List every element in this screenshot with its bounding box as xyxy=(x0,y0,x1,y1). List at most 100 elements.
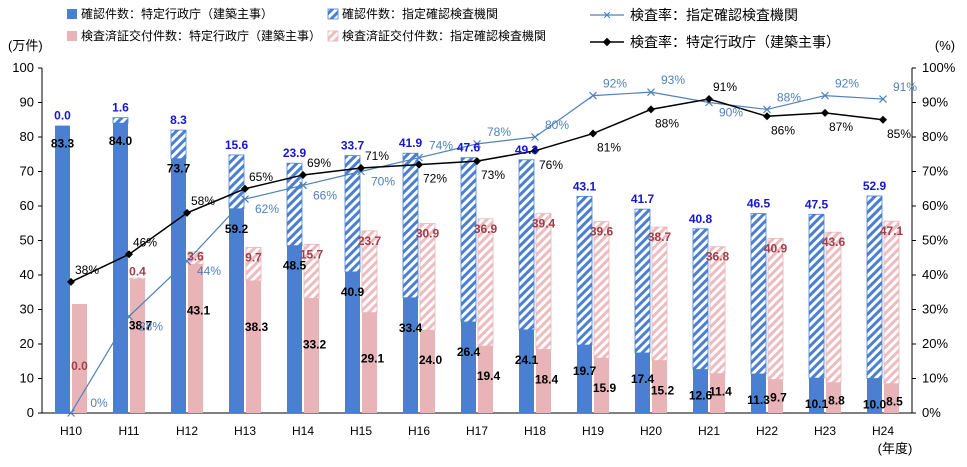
label-cert-agency: 9.7 xyxy=(245,250,262,264)
point-rate-agency xyxy=(821,91,829,100)
label-confirm-admin: 26.4 xyxy=(457,345,481,359)
point-rate-agency xyxy=(473,139,481,148)
label-rate-agency: 90% xyxy=(719,106,743,120)
point-rate-admin xyxy=(647,105,655,114)
bar-cert-admin xyxy=(246,280,261,413)
label-confirm-admin: 48.5 xyxy=(283,259,307,273)
point-rate-admin xyxy=(879,115,887,124)
legend-label-cert-admin: 検査済証交付件数：特定行政庁（建築主事） xyxy=(81,28,321,43)
y-right-tick-label: 70% xyxy=(922,164,948,179)
bar-cert-agency xyxy=(883,220,900,385)
label-cert-admin: 11.4 xyxy=(709,385,732,399)
x-tick-label: H21 xyxy=(698,424,720,438)
label-rate-agency: 70% xyxy=(371,175,395,189)
label-confirm-agency: 43.1 xyxy=(573,179,597,193)
label-confirm-agency: 8.3 xyxy=(170,113,187,127)
y-right-tick-label: 80% xyxy=(922,129,948,144)
bar-cert-admin xyxy=(72,303,87,413)
label-confirm-admin: 83.3 xyxy=(51,137,75,151)
label-rate-admin: 81% xyxy=(597,141,621,155)
bar-confirm-agency xyxy=(692,228,709,370)
point-rate-agency xyxy=(647,88,655,97)
point-rate-admin xyxy=(531,146,539,155)
bar-confirm-agency xyxy=(170,129,187,160)
label-rate-agency: 92% xyxy=(835,77,859,91)
rate-lines xyxy=(67,88,887,417)
x-tick-label: H17 xyxy=(466,424,488,438)
label-rate-agency: 78% xyxy=(487,125,511,139)
label-cert-admin: 19.4 xyxy=(477,369,501,383)
bar-confirm-agency xyxy=(866,195,883,379)
bar-cert-admin xyxy=(478,346,493,413)
bar-confirm-admin xyxy=(229,208,244,413)
legend-swatch-cert-agency xyxy=(327,30,339,42)
label-rate-admin: 58% xyxy=(191,194,215,208)
label-rate-admin: 88% xyxy=(655,116,679,130)
point-rate-admin xyxy=(589,129,597,138)
bar-confirm-admin xyxy=(171,158,186,413)
point-rate-agency xyxy=(879,95,887,103)
bar-confirm-admin xyxy=(403,297,418,413)
label-confirm-admin: 40.9 xyxy=(341,285,365,299)
bar-confirm-agency xyxy=(634,208,651,354)
label-confirm-agency: 52.9 xyxy=(863,179,887,193)
bar-cert-admin xyxy=(188,264,203,413)
y-right-unit: (%) xyxy=(935,38,955,53)
legend: 確認件数：特定行政庁（建築主事） 確認件数：指定確認検査機関 検査済証交付件数：… xyxy=(67,6,840,50)
bar-cert-agency xyxy=(303,243,320,299)
bar-confirm-admin xyxy=(461,321,476,413)
y-left-tick-label: 70 xyxy=(20,164,34,179)
bar-confirm-agency xyxy=(112,117,129,124)
bar-cert-agency xyxy=(767,238,784,380)
point-rate-admin xyxy=(415,160,423,169)
bar-cert-agency xyxy=(477,218,494,347)
label-rate-agency: 80% xyxy=(545,118,569,132)
label-cert-agency: 0.0 xyxy=(71,359,88,373)
legend-swatch-cert-admin xyxy=(67,31,77,41)
label-confirm-agency: 23.9 xyxy=(283,146,307,160)
x-tick-label: H23 xyxy=(814,424,836,438)
label-confirm-agency: 1.6 xyxy=(112,101,129,115)
y-left-tick-label: 40 xyxy=(20,267,34,282)
label-confirm-admin: 84.0 xyxy=(109,134,133,148)
label-confirm-admin: 10.0 xyxy=(863,398,887,412)
data-labels: 0.083.30.00%38%1.684.00.438.728%46%8.373… xyxy=(51,73,918,411)
point-rate-admin xyxy=(357,164,365,173)
legend-label-cert-agency: 検査済証交付件数：指定確認検査機関 xyxy=(342,28,546,43)
label-confirm-admin: 24.1 xyxy=(515,353,539,367)
label-rate-admin: 65% xyxy=(249,170,273,184)
x-tick-label: H22 xyxy=(756,424,778,438)
y-right-tick-label: 20% xyxy=(922,336,948,351)
point-rate-admin xyxy=(183,208,191,217)
y-left-tick-label: 10 xyxy=(20,371,34,386)
label-rate-agency: 92% xyxy=(603,77,627,91)
x-tick-label: H10 xyxy=(60,424,82,438)
label-confirm-admin: 19.7 xyxy=(573,364,597,378)
label-cert-agency: 15.7 xyxy=(300,247,324,261)
bar-confirm-admin xyxy=(287,245,302,413)
point-rate-agency xyxy=(415,153,423,162)
bars xyxy=(55,117,900,414)
legend-label-rate-agency: 検査率：指定確認検査機関 xyxy=(630,7,798,23)
bar-cert-admin xyxy=(768,379,783,413)
label-rate-agency: 66% xyxy=(313,188,337,202)
bar-confirm-admin xyxy=(635,352,650,413)
label-rate-agency: 91% xyxy=(893,80,917,94)
bar-confirm-agency xyxy=(808,213,825,379)
label-rate-admin: 76% xyxy=(539,158,563,172)
label-rate-admin: 86% xyxy=(771,123,795,137)
label-confirm-agency: 47.6 xyxy=(457,141,481,155)
point-rate-admin xyxy=(473,157,481,166)
bar-cert-agency xyxy=(419,223,436,331)
legend-swatch-confirm-admin xyxy=(67,9,77,19)
label-cert-admin: 9.7 xyxy=(770,391,787,405)
y-left-tick-label: 30 xyxy=(20,302,34,317)
bar-confirm-agency xyxy=(750,213,767,375)
point-rate-agency xyxy=(531,133,539,141)
label-cert-agency: 36.8 xyxy=(706,250,730,264)
bar-cert-admin xyxy=(304,298,319,413)
bar-cert-admin xyxy=(652,360,667,413)
y-right-tick-label: 10% xyxy=(922,371,948,386)
x-tick-label: H18 xyxy=(524,424,546,438)
